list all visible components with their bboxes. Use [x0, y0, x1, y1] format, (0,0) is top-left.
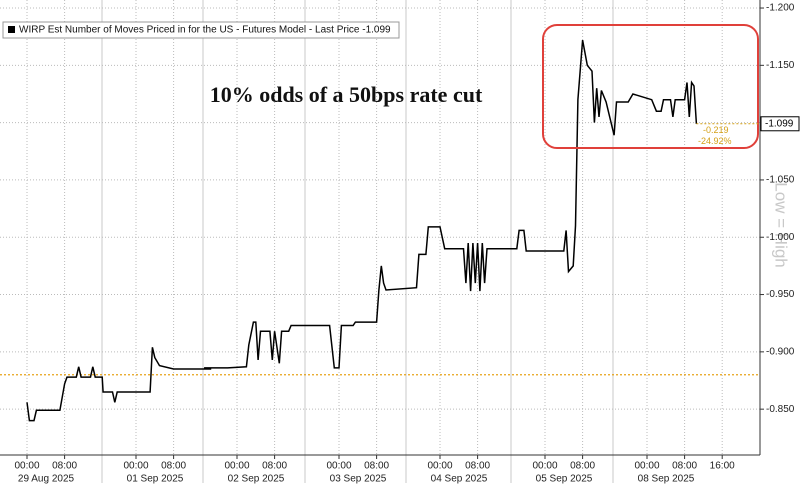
y-tick-label: -0.850: [766, 404, 795, 415]
plot: [0, 39, 760, 422]
x-day-label: 29 Aug 2025: [18, 474, 75, 484]
x-day-label: 08 Sep 2025: [638, 474, 695, 484]
legend-label: WIRP Est Number of Moves Priced in for t…: [19, 25, 391, 36]
highlight-box: [542, 24, 759, 149]
annotation: 10% odds of a 50bps rate cut: [210, 82, 483, 107]
x-day-label: 03 Sep 2025: [330, 474, 387, 484]
x-day-label: 02 Sep 2025: [228, 474, 285, 484]
y-tick-label: -0.950: [766, 289, 795, 300]
y-tick-label: -0.900: [766, 346, 795, 357]
y-tick-label: -1.000: [766, 232, 795, 243]
x-day-label: 05 Sep 2025: [536, 474, 593, 484]
x-tick-label: 00:00: [427, 461, 452, 472]
change-label: -0.219: [703, 125, 729, 135]
x-day-label: 04 Sep 2025: [431, 474, 488, 484]
x-tick-label: 00:00: [123, 461, 148, 472]
x-tick-label: 08:00: [672, 461, 697, 472]
legend-swatch: [8, 26, 15, 33]
x-tick-label: 00:00: [14, 461, 39, 472]
x-tick-label: 08:00: [570, 461, 595, 472]
legend-box: [2, 21, 400, 39]
x-tick-label: 08:00: [364, 461, 389, 472]
y-tick-label: -1.150: [766, 60, 795, 71]
last-price-label: -1.099: [765, 118, 794, 129]
x-tick-label: 08:00: [161, 461, 186, 472]
y-tick-label: -1.200: [766, 3, 795, 14]
side-label: Low = High: [772, 182, 791, 268]
last-price-tag: [760, 116, 800, 132]
grid: [0, 0, 760, 483]
x-day-label: 01 Sep 2025: [127, 474, 184, 484]
x-tick-label: 00:00: [326, 461, 351, 472]
x-tick-label: 16:00: [710, 461, 735, 472]
change-pct-label: -24.92%: [698, 136, 732, 146]
line: [26, 39, 698, 422]
x-tick-label: 00:00: [224, 461, 249, 472]
x-tick-label: 08:00: [465, 461, 490, 472]
y-tick-label: -1.050: [766, 175, 795, 186]
x-tick-label: 00:00: [634, 461, 659, 472]
x-tick-label: 08:00: [52, 461, 77, 472]
x-tick-label: 00:00: [532, 461, 557, 472]
x-tick-label: 08:00: [262, 461, 287, 472]
